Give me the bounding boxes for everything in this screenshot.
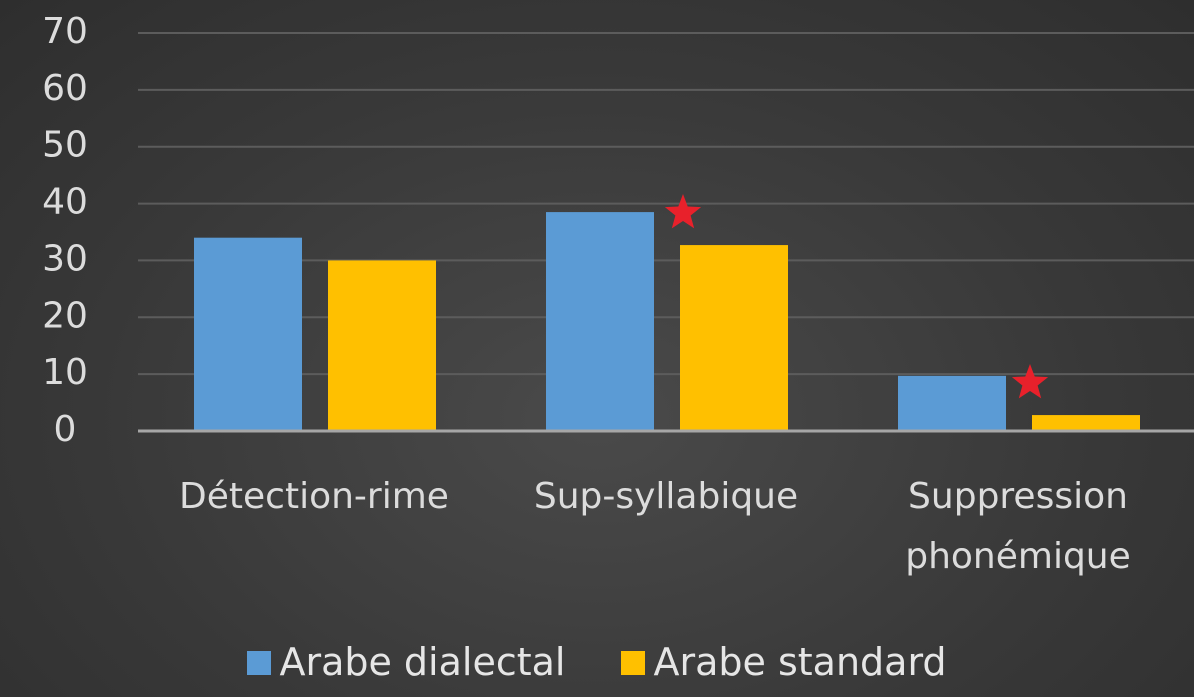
bar <box>1032 415 1140 431</box>
y-tick-label: 70 <box>42 11 88 52</box>
x-tick-label: Suppression phonémique <box>905 476 1131 577</box>
y-tick-label: 40 <box>42 182 88 223</box>
bar <box>680 245 788 431</box>
y-tick-label: 60 <box>42 68 88 109</box>
y-tick-label: 20 <box>42 295 88 336</box>
x-tick-label: Détection-rime <box>179 476 449 517</box>
bar <box>546 212 654 431</box>
bar <box>898 375 1006 431</box>
legend: Arabe dialectal Arabe standard <box>0 640 1194 684</box>
legend-label: Arabe standard <box>653 640 947 684</box>
significance-star <box>664 194 702 229</box>
y-tick-label: 10 <box>42 352 88 393</box>
legend-swatch <box>621 651 646 675</box>
bar <box>194 237 302 431</box>
legend-item: Arabe dialectal <box>247 640 565 684</box>
significance-star <box>1011 364 1049 399</box>
y-tick-label: 50 <box>42 125 88 166</box>
bar <box>328 260 436 431</box>
legend-label: Arabe dialectal <box>279 640 566 684</box>
x-tick-label: Sup-syllabique <box>533 476 799 517</box>
legend-item: Arabe standard <box>621 640 947 684</box>
y-tick-label: 0 <box>54 409 77 450</box>
y-tick-label: 30 <box>42 238 88 279</box>
legend-swatch <box>247 651 272 675</box>
